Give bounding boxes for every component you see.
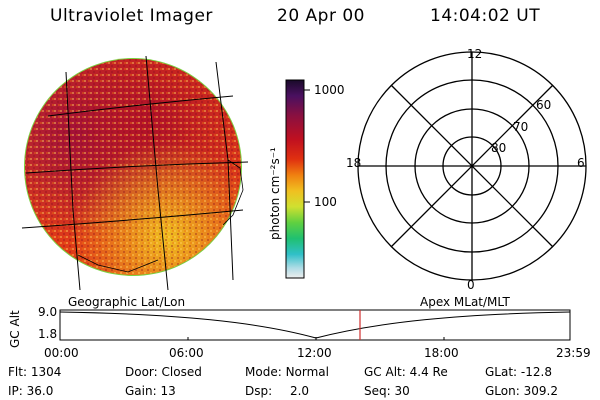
time-label: 14:04:02 UT	[430, 6, 541, 26]
status-seq-label: Seq:	[364, 384, 391, 398]
status-seq-value: 30	[394, 384, 410, 398]
status-ip-value: 36.0	[26, 384, 54, 398]
timeline-tick-0600: 06:00	[169, 346, 204, 360]
status-glat: GLat: -12.8	[485, 365, 552, 379]
status-glat-value: -12.8	[520, 365, 552, 379]
altitude-timeline	[59, 309, 571, 341]
timeline-y-top: 9.0	[38, 305, 58, 319]
mlt-label-0: 0	[467, 278, 475, 292]
timeline-left-title: Geographic Lat/Lon	[68, 295, 186, 309]
status-dsp: Dsp: 2.0	[245, 384, 309, 398]
status-gcalt-value: 4.4 Re	[409, 365, 448, 379]
status-glon-label: GLon:	[485, 384, 520, 398]
instrument-title: Ultraviolet Imager	[50, 6, 213, 26]
status-flt: Flt: 1304	[8, 365, 61, 379]
status-glon-value: 309.2	[523, 384, 558, 398]
status-gcalt: GC Alt: 4.4 Re	[364, 365, 448, 379]
status-mode-value: Normal	[285, 365, 329, 379]
status-glat-label: GLat:	[485, 365, 518, 379]
status-gain-label: Gain:	[125, 384, 157, 398]
lat-label-80: 80	[491, 141, 507, 155]
timeline-tick-2359: 23:59	[556, 346, 591, 360]
status-dsp-value: 2.0	[289, 384, 310, 398]
timeline-tick-1800: 18:00	[424, 346, 459, 360]
lat-label-60: 60	[536, 98, 552, 112]
mlt-label-18: 18	[346, 156, 362, 170]
colorbar-unit-label: photon cm⁻²s⁻¹	[268, 147, 282, 240]
status-ip: IP: 36.0	[8, 384, 53, 398]
timeline-axis-title: GC Alt	[8, 310, 22, 348]
colorbar-tick-1000: 1000	[314, 83, 345, 97]
status-glon: GLon: 309.2	[485, 384, 558, 398]
polar-plot	[357, 51, 587, 281]
status-mode: Mode: Normal	[245, 365, 329, 379]
status-flt-label: Flt:	[8, 365, 27, 379]
timeline-y-bottom: 1.8	[38, 327, 58, 341]
status-gcalt-label: GC Alt:	[364, 365, 406, 379]
status-flt-value: 1304	[30, 365, 62, 379]
status-dsp-label: Dsp:	[245, 384, 273, 398]
timeline-tick-1200: 12:00	[297, 346, 332, 360]
uv-image-disk	[21, 55, 249, 290]
timeline-tick-0000: 00:00	[44, 346, 79, 360]
status-gain: Gain: 13	[125, 384, 176, 398]
status-seq: Seq: 30	[364, 384, 410, 398]
colorbar-tick-100: 100	[314, 195, 337, 209]
mlt-label-12: 12	[467, 47, 483, 61]
status-mode-label: Mode:	[245, 365, 282, 379]
status-ip-label: IP:	[8, 384, 23, 398]
status-gain-value: 13	[160, 384, 176, 398]
status-door-label: Door:	[125, 365, 158, 379]
mlt-label-6: 6	[577, 156, 585, 170]
lat-label-70: 70	[513, 120, 529, 134]
colorbar	[285, 79, 310, 279]
date-label: 20 Apr 00	[277, 6, 365, 26]
timeline-right-title: Apex MLat/MLT	[420, 295, 510, 309]
status-door: Door: Closed	[125, 365, 202, 379]
status-door-value: Closed	[161, 365, 202, 379]
